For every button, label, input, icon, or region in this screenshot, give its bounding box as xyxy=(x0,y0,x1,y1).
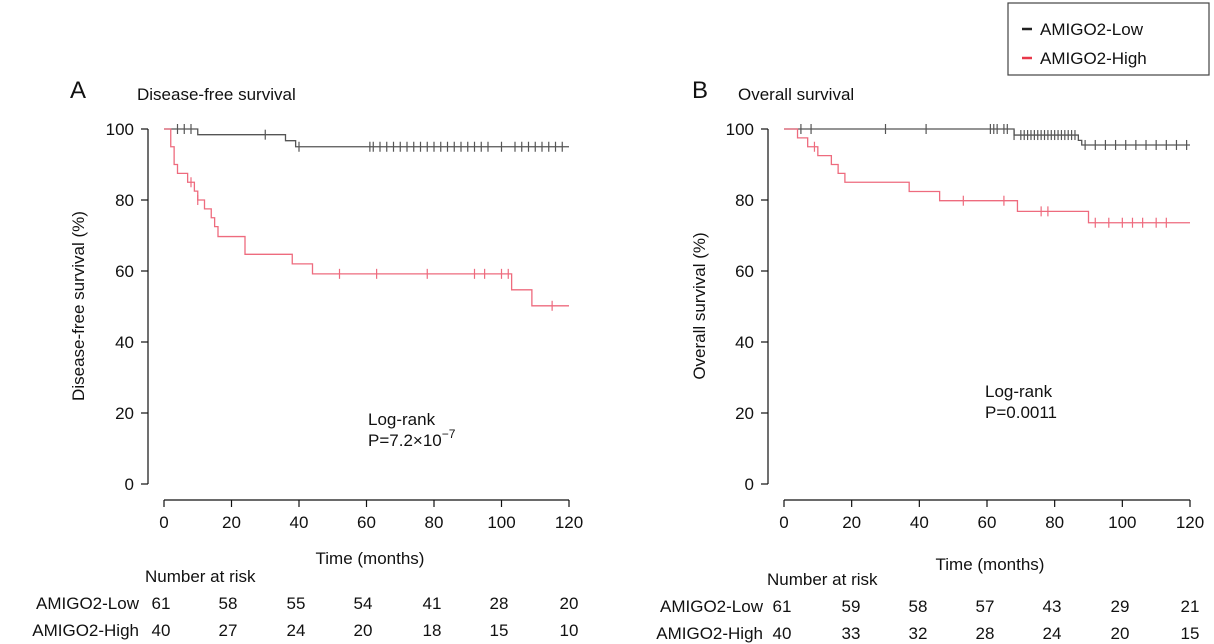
risk-value-high: 28 xyxy=(976,624,995,643)
risk-value-high: 40 xyxy=(152,621,171,640)
risk-values: 61 58 55 54 41 28 20 40 27 24 20 18 15 10 xyxy=(152,594,579,640)
risk-group-low: AMIGO2-Low xyxy=(660,597,764,616)
risk-value-low: 58 xyxy=(909,597,928,616)
survival-curve-low xyxy=(164,128,569,148)
panel-letter: A xyxy=(70,77,86,104)
p-value: P=0.0011 xyxy=(985,403,1057,422)
x-tick-label: 60 xyxy=(978,513,997,532)
y-tick-label: 80 xyxy=(115,191,134,210)
x-tick-label: 120 xyxy=(1176,513,1204,532)
y-axis-title: Overall survival (%) xyxy=(690,232,709,379)
panel-a: A Disease-free survival Disease-free sur… xyxy=(32,77,583,640)
x-tick-label: 80 xyxy=(425,513,444,532)
x-tick-label: 60 xyxy=(357,513,376,532)
survival-curves xyxy=(784,124,1190,228)
x-tick-label: 20 xyxy=(842,513,861,532)
y-tick-label: 40 xyxy=(115,333,134,352)
risk-value-low: 61 xyxy=(152,594,171,613)
x-tick-label: 100 xyxy=(1108,513,1136,532)
risk-value-low: 41 xyxy=(423,594,442,613)
risk-value-high: 40 xyxy=(773,624,792,643)
risk-value-high: 20 xyxy=(354,621,373,640)
logrank-label: Log-rank xyxy=(985,382,1053,401)
risk-value-high: 24 xyxy=(1043,624,1062,643)
y-tick-label: 100 xyxy=(726,120,754,139)
risk-value-low: 58 xyxy=(219,594,238,613)
x-tick-label: 80 xyxy=(1045,513,1064,532)
risk-value-high: 18 xyxy=(423,621,442,640)
risk-value-low: 29 xyxy=(1111,597,1130,616)
risk-group-high: AMIGO2-High xyxy=(656,624,763,643)
p-value-base: P=7.2×10 xyxy=(368,431,442,450)
risk-title: Number at risk xyxy=(767,570,878,589)
risk-value-low: 28 xyxy=(490,594,509,613)
risk-value-high: 24 xyxy=(287,621,306,640)
risk-value-low: 61 xyxy=(773,597,792,616)
risk-values: 61 59 58 57 43 29 21 40 33 32 28 24 20 15 xyxy=(773,597,1200,643)
survival-curves xyxy=(164,124,569,311)
y-tick-label: 60 xyxy=(735,262,754,281)
risk-value-low: 43 xyxy=(1043,597,1062,616)
risk-value-high: 10 xyxy=(560,621,579,640)
x-tick-label: 20 xyxy=(222,513,241,532)
y-tick-label: 20 xyxy=(735,404,754,423)
risk-value-high: 15 xyxy=(1181,624,1200,643)
logrank-label: Log-rank xyxy=(368,410,436,429)
plot-axes: 0 20 40 60 80 100 0 20 40 60 80 100 120 xyxy=(726,120,1205,532)
risk-value-low: 57 xyxy=(976,597,995,616)
p-value-base: P=0.0011 xyxy=(985,403,1057,422)
risk-value-low: 21 xyxy=(1181,597,1200,616)
y-tick-label: 0 xyxy=(125,475,134,494)
panel-title: Overall survival xyxy=(738,85,854,104)
risk-value-high: 15 xyxy=(490,621,509,640)
y-axis-title: Disease-free survival (%) xyxy=(69,211,88,401)
survival-curve-low xyxy=(784,128,1190,146)
x-tick-label: 120 xyxy=(555,513,583,532)
legend: AMIGO2-Low AMIGO2-High xyxy=(1007,2,1210,76)
y-tick-label: 20 xyxy=(115,404,134,423)
risk-title: Number at risk xyxy=(145,567,256,586)
p-value: P=7.2×10−7 xyxy=(368,427,456,450)
risk-value-high: 32 xyxy=(909,624,928,643)
risk-value-low: 59 xyxy=(842,597,861,616)
p-value-exponent: −7 xyxy=(442,427,456,441)
x-tick-label: 40 xyxy=(910,513,929,532)
panel-title: Disease-free survival xyxy=(137,85,296,104)
risk-value-low: 55 xyxy=(287,594,306,613)
panel-b: B Overall survival Overall survival (%) … xyxy=(656,77,1204,643)
risk-value-high: 33 xyxy=(842,624,861,643)
legend-label-low: AMIGO2-Low xyxy=(1040,20,1144,39)
risk-value-high: 20 xyxy=(1111,624,1130,643)
plot-axes: 0 20 40 60 80 100 0 20 40 60 80 100 120 xyxy=(106,120,584,532)
x-tick-label: 0 xyxy=(779,513,788,532)
legend-box xyxy=(1007,2,1210,76)
survival-curve-high xyxy=(784,128,1190,224)
y-tick-label: 0 xyxy=(745,475,754,494)
x-axis-title: Time (months) xyxy=(316,549,425,568)
y-tick-label: 40 xyxy=(735,333,754,352)
risk-value-low: 20 xyxy=(560,594,579,613)
risk-group-high: AMIGO2-High xyxy=(32,621,139,640)
survival-curve-high xyxy=(164,128,569,307)
legend-label-high: AMIGO2-High xyxy=(1040,49,1147,68)
panel-letter: B xyxy=(692,77,708,104)
risk-value-high: 27 xyxy=(219,621,238,640)
x-axis-title: Time (months) xyxy=(936,555,1045,574)
y-tick-label: 100 xyxy=(106,120,134,139)
x-tick-label: 40 xyxy=(290,513,309,532)
risk-group-low: AMIGO2-Low xyxy=(36,594,140,613)
y-tick-label: 60 xyxy=(115,262,134,281)
x-tick-label: 0 xyxy=(159,513,168,532)
risk-value-low: 54 xyxy=(354,594,373,613)
x-tick-label: 100 xyxy=(487,513,515,532)
y-tick-label: 80 xyxy=(735,191,754,210)
